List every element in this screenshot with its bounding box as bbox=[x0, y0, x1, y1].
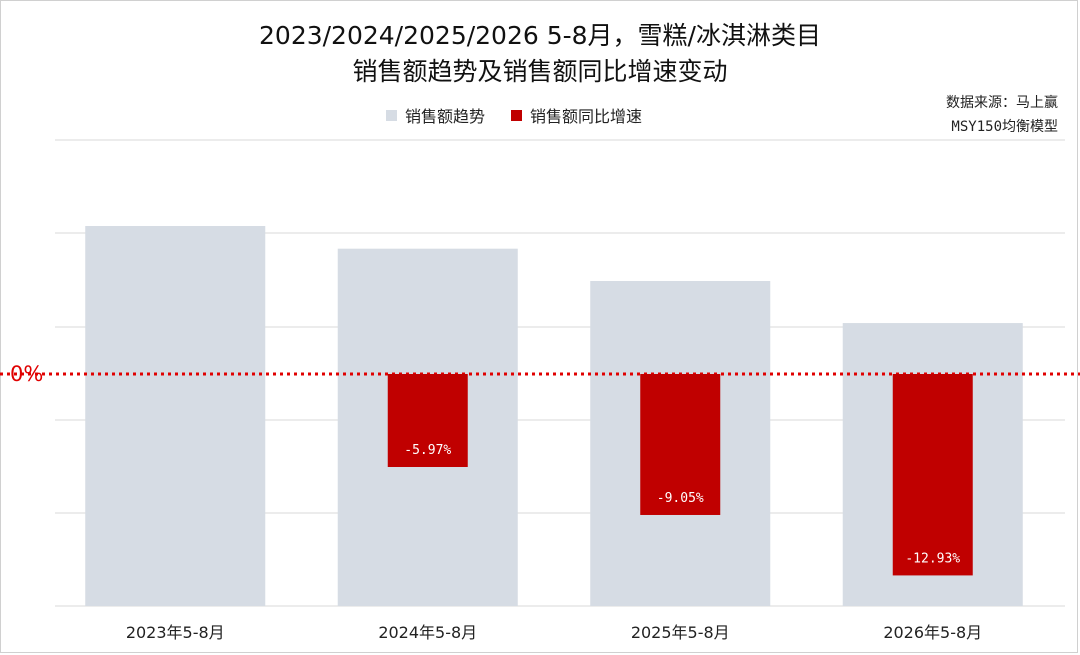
growth-bar-1 bbox=[387, 374, 468, 467]
growth-data-label-3: -12.93% bbox=[905, 551, 960, 566]
legend-label-growth: 销售额同比增速 bbox=[530, 107, 643, 126]
model-note: MSY150均衡模型 bbox=[951, 119, 1058, 135]
category-label-2: 2025年5-8月 bbox=[631, 623, 730, 642]
chart-title-line1: 2023/2024/2025/2026 5-8月，雪糕/冰淇淋类目 bbox=[259, 21, 821, 50]
legend-item-growth: 销售额同比增速 bbox=[511, 103, 642, 127]
growth-bar-3 bbox=[892, 374, 973, 576]
category-label-3: 2026年5-8月 bbox=[883, 623, 982, 642]
growth-data-label-2: -9.05% bbox=[657, 491, 704, 506]
legend-item-trend: 销售额趋势 bbox=[386, 103, 485, 127]
chart-title-line2: 销售额趋势及销售额同比增速变动 bbox=[352, 57, 728, 86]
category-label-1: 2024年5-8月 bbox=[378, 623, 477, 642]
growth-data-label-1: -5.97% bbox=[404, 443, 451, 458]
category-label-0: 2023年5-8月 bbox=[126, 623, 225, 642]
legend: 销售额趋势 销售额同比增速 bbox=[386, 103, 668, 127]
legend-swatch-trend bbox=[386, 109, 397, 121]
legend-swatch-growth bbox=[511, 109, 523, 121]
source-note: 数据来源：马上赢 bbox=[946, 95, 1058, 111]
legend-label-trend: 销售额趋势 bbox=[405, 107, 486, 126]
trend-bar-0 bbox=[85, 226, 266, 606]
growth-bar-2 bbox=[640, 374, 721, 515]
